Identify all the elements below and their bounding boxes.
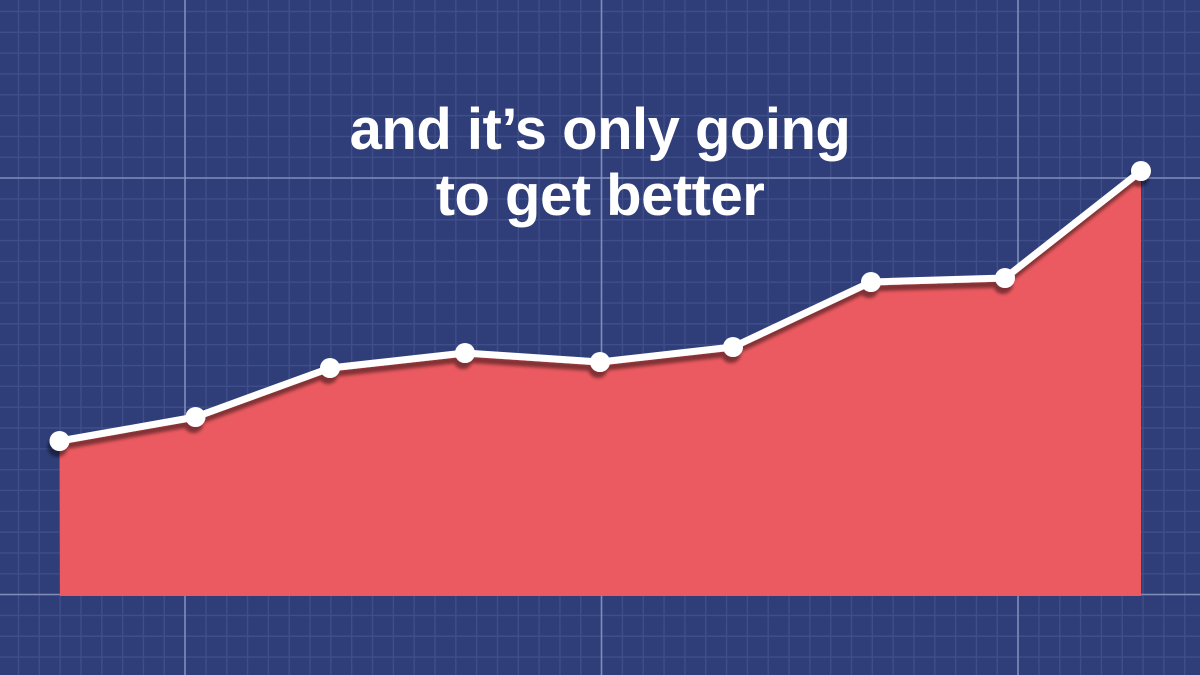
data-point-dot [861, 272, 881, 292]
area-fill [59, 171, 1141, 596]
data-point-dot [320, 358, 340, 378]
data-point-dot [455, 343, 475, 363]
data-point-dot [49, 431, 70, 451]
trend-line-group [49, 161, 1151, 451]
data-point-dot [185, 407, 206, 427]
data-point-dot [995, 268, 1015, 288]
data-point-dot [1131, 161, 1151, 181]
data-point-dot [723, 337, 743, 357]
data-point-dot [590, 352, 610, 372]
